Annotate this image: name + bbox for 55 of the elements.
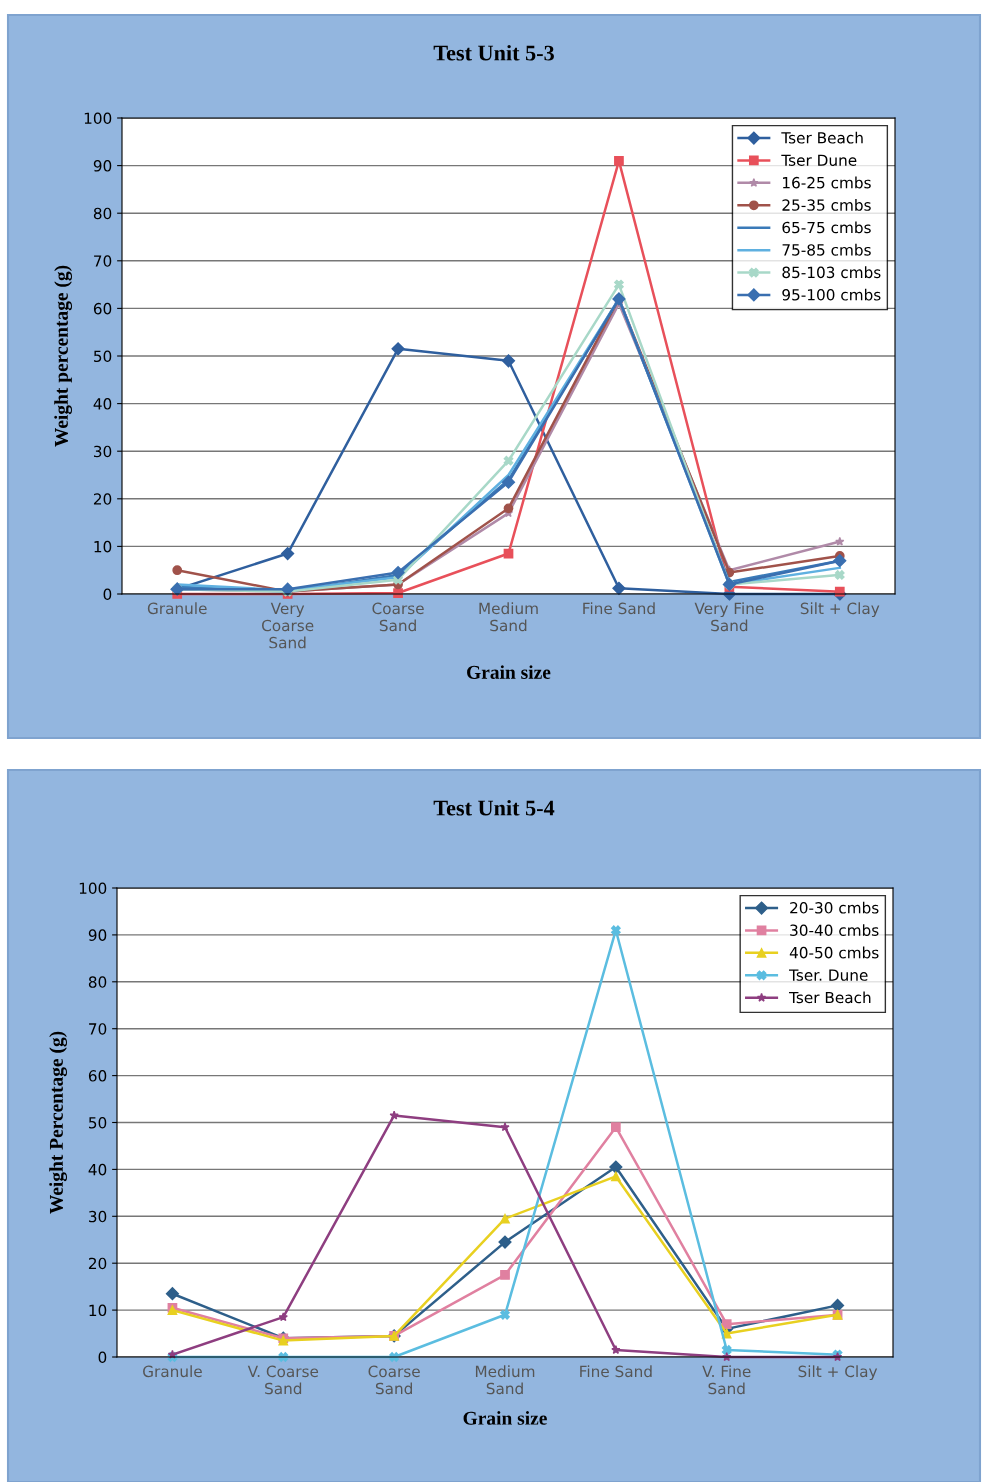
legend-label: 85-103 cmbs bbox=[782, 266, 881, 279]
legend-label: Tser Dune bbox=[781, 154, 857, 166]
legend-label: 30-40 cmbs bbox=[790, 924, 879, 936]
x-tick-label: V. Fine Sand bbox=[702, 1365, 751, 1395]
y-tick-label: 60 bbox=[93, 302, 112, 315]
legend-label: Tser Beach bbox=[781, 131, 863, 144]
y-tick-label: 20 bbox=[93, 493, 112, 505]
y-tick-label: 50 bbox=[94, 350, 112, 363]
y-tick-label: 40 bbox=[88, 1163, 107, 1176]
x-tick-label: Medium Sand bbox=[479, 602, 538, 632]
x-tick-label: Silt + Clay bbox=[800, 602, 880, 618]
x-tick-label: Very Coarse Sand bbox=[261, 602, 314, 649]
y-tick-label: 0 bbox=[103, 588, 112, 601]
legend-label: 65-75 cmbs bbox=[782, 221, 871, 234]
x-tick-label: Coarse Sand bbox=[368, 1365, 420, 1395]
x-tick-label: Fine Sand bbox=[583, 602, 655, 615]
x-tick-label: V. Coarse Sand bbox=[247, 1365, 319, 1395]
y-tick-label: 10 bbox=[89, 1304, 107, 1317]
legend-label: 75-85 cmbs bbox=[782, 243, 871, 256]
y-tick-label: 30 bbox=[89, 1210, 107, 1223]
y-axis-title: Weight Percentage (g) bbox=[49, 1031, 68, 1214]
x-tick-label: Granule bbox=[147, 602, 207, 615]
y-tick-label: 80 bbox=[93, 207, 112, 220]
x-tick-label: Medium Sand bbox=[475, 1365, 535, 1395]
y-tick-label: 70 bbox=[89, 1023, 107, 1035]
legend-label: 20-30 cmbs bbox=[790, 901, 879, 914]
legend-label: 95-100 cmbs bbox=[782, 288, 881, 301]
y-tick-label: 40 bbox=[93, 398, 112, 410]
legend-label: Tser Beach bbox=[789, 991, 871, 1004]
y-tick-label: 70 bbox=[94, 255, 112, 267]
y-tick-label: 100 bbox=[84, 112, 112, 125]
y-tick-label: 90 bbox=[88, 929, 107, 941]
y-tick-label: 90 bbox=[93, 160, 112, 172]
y-tick-label: 30 bbox=[94, 445, 112, 458]
y-tick-label: 60 bbox=[88, 1070, 107, 1082]
y-tick-label: 80 bbox=[88, 976, 107, 988]
legend-label: 16-25 cmbs bbox=[783, 176, 871, 189]
y-tick-label: 100 bbox=[79, 882, 107, 895]
x-tick-label: Very Fine Sand bbox=[694, 602, 764, 632]
x-axis-title: Grain size bbox=[467, 665, 551, 679]
legend-label: 25-35 cmbs bbox=[782, 199, 871, 211]
y-tick-label: 10 bbox=[94, 540, 112, 553]
x-tick-label: Silt + Clay bbox=[798, 1365, 878, 1381]
x-tick-label: Granule bbox=[143, 1365, 202, 1378]
x-axis-title: Grain size bbox=[463, 1411, 547, 1425]
y-axis-title: Weight percentage (g) bbox=[54, 265, 73, 447]
legend-label: 40-50 cmbs bbox=[789, 946, 879, 959]
y-tick-label: 20 bbox=[88, 1257, 107, 1270]
legend-label: Tser. Dune bbox=[789, 969, 868, 981]
chart-title: Test Unit 5-4 bbox=[433, 799, 555, 816]
x-tick-label: Fine Sand bbox=[580, 1365, 652, 1378]
y-tick-label: 0 bbox=[98, 1351, 107, 1364]
chart-title: Test Unit 5-3 bbox=[433, 44, 554, 61]
x-tick-label: Coarse Sand bbox=[372, 602, 424, 632]
y-tick-label: 50 bbox=[89, 1116, 107, 1129]
